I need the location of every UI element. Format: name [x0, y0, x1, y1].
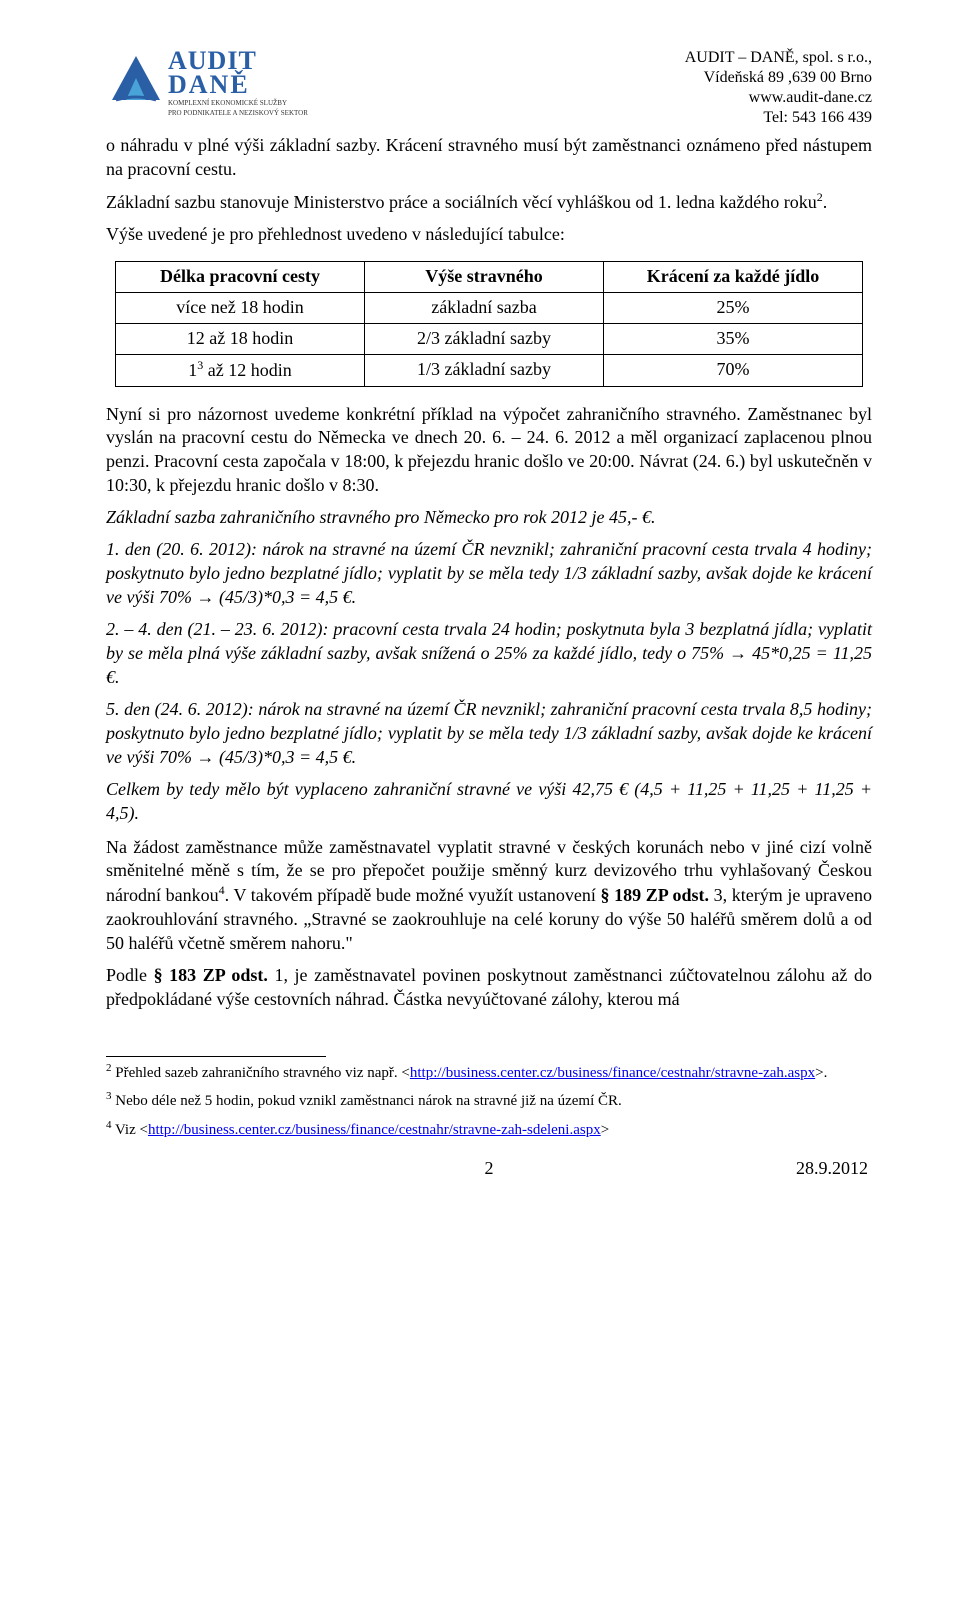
- text-run: až 12 hodin: [203, 360, 291, 380]
- company-address: Vídeňská 89 ,639 00 Brno: [685, 68, 872, 88]
- text-run: . V takovém případě bude možné využít us…: [225, 885, 601, 905]
- footnote-2: 2 Přehled sazeb zahraničního stravného v…: [106, 1061, 872, 1083]
- logo-icon: [106, 48, 166, 108]
- footnote-link[interactable]: http://business.center.cz/business/finan…: [148, 1122, 601, 1138]
- paragraph-italic: Celkem by tedy mělo být vyplaceno zahran…: [106, 778, 872, 826]
- law-ref: § 183 ZP odst.: [154, 965, 268, 985]
- table-header: Krácení za každé jídlo: [604, 261, 863, 292]
- footnote-link[interactable]: http://business.center.cz/business/finan…: [410, 1065, 815, 1081]
- text-run: >.: [815, 1065, 827, 1081]
- paragraph: o náhradu v plné výši základní sazby. Kr…: [106, 134, 872, 182]
- text-run: Podle: [106, 965, 154, 985]
- allowance-table: Délka pracovní cesty Výše stravného Krác…: [115, 261, 863, 387]
- table-cell: 13 až 12 hodin: [116, 354, 365, 386]
- company-phone: Tel: 543 166 439: [685, 108, 872, 128]
- logo-tagline-2: PRO PODNIKATELE A NEZISKOVÝ SEKTOR: [168, 110, 308, 118]
- table-cell: 12 až 18 hodin: [116, 323, 365, 354]
- paragraph: Nyní si pro názornost uvedeme konkrétní …: [106, 403, 872, 499]
- logo-text: AUDIT DANĚ KOMPLEXNÍ EKONOMICKÉ SLUŽBY P…: [168, 48, 308, 117]
- page: AUDIT DANĚ KOMPLEXNÍ EKONOMICKÉ SLUŽBY P…: [0, 0, 960, 1219]
- logo: AUDIT DANĚ KOMPLEXNÍ EKONOMICKÉ SLUŽBY P…: [106, 48, 308, 117]
- footer-date: 28.9.2012: [728, 1158, 868, 1179]
- company-info: AUDIT – DANĚ, spol. s r.o., Vídeňská 89 …: [685, 48, 872, 128]
- table-header-row: Délka pracovní cesty Výše stravného Krác…: [116, 261, 863, 292]
- table-cell: 25%: [604, 292, 863, 323]
- paragraph: Základní sazbu stanovuje Ministerstvo pr…: [106, 190, 872, 215]
- paragraph: Podle § 183 ZP odst. 1, je zaměstnavatel…: [106, 964, 872, 1012]
- page-number: 2: [250, 1158, 728, 1179]
- text-run: Přehled sazeb zahraničního stravného viz…: [112, 1065, 410, 1081]
- law-ref: § 189 ZP odst.: [601, 885, 709, 905]
- text-run: >: [601, 1122, 609, 1138]
- company-website: www.audit-dane.cz: [685, 88, 872, 108]
- table-row: 13 až 12 hodin 1/3 základní sazby 70%: [116, 354, 863, 386]
- table-cell: 2/3 základní sazby: [365, 323, 604, 354]
- text-run: Viz <: [112, 1122, 148, 1138]
- paragraph: Výše uvedené je pro přehlednost uvedeno …: [106, 223, 872, 247]
- table-row: 12 až 18 hodin 2/3 základní sazby 35%: [116, 323, 863, 354]
- footnote-separator: [106, 1056, 326, 1057]
- text-run: .: [823, 192, 828, 212]
- paragraph-italic: 5. den (24. 6. 2012): nárok na stravné n…: [106, 698, 872, 770]
- table-cell: základní sazba: [365, 292, 604, 323]
- page-header: AUDIT DANĚ KOMPLEXNÍ EKONOMICKÉ SLUŽBY P…: [106, 48, 872, 128]
- table-cell: 70%: [604, 354, 863, 386]
- table-cell: 1/3 základní sazby: [365, 354, 604, 386]
- footer-spacer: [110, 1158, 250, 1179]
- table-row: více než 18 hodin základní sazba 25%: [116, 292, 863, 323]
- paragraph-italic: Základní sazba zahraničního stravného pr…: [106, 506, 872, 530]
- logo-tagline-1: KOMPLEXNÍ EKONOMICKÉ SLUŽBY: [168, 100, 308, 108]
- paragraph-italic: 1. den (20. 6. 2012): nárok na stravné n…: [106, 538, 872, 610]
- page-footer: 2 28.9.2012: [106, 1158, 872, 1179]
- text-run: Nebo déle než 5 hodin, pokud vznikl zamě…: [112, 1093, 622, 1109]
- paragraph-italic: 2. – 4. den (21. – 23. 6. 2012): pracovn…: [106, 618, 872, 690]
- table-header: Výše stravného: [365, 261, 604, 292]
- logo-line2: DANĚ: [168, 72, 308, 98]
- footnote-4: 4 Viz <http://business.center.cz/busines…: [106, 1118, 872, 1140]
- table-cell: více než 18 hodin: [116, 292, 365, 323]
- footnote-3: 3 Nebo déle než 5 hodin, pokud vznikl za…: [106, 1089, 872, 1111]
- table-header: Délka pracovní cesty: [116, 261, 365, 292]
- footnotes: 2 Přehled sazeb zahraničního stravného v…: [106, 1061, 872, 1140]
- paragraph: Na žádost zaměstnance může zaměstnavatel…: [106, 836, 872, 957]
- document-body: o náhradu v plné výši základní sazby. Kr…: [106, 134, 872, 1012]
- company-name: AUDIT – DANĚ, spol. s r.o.,: [685, 48, 872, 68]
- text-run: Základní sazbu stanovuje Ministerstvo pr…: [106, 192, 817, 212]
- table-cell: 35%: [604, 323, 863, 354]
- text-run: 1: [188, 360, 197, 380]
